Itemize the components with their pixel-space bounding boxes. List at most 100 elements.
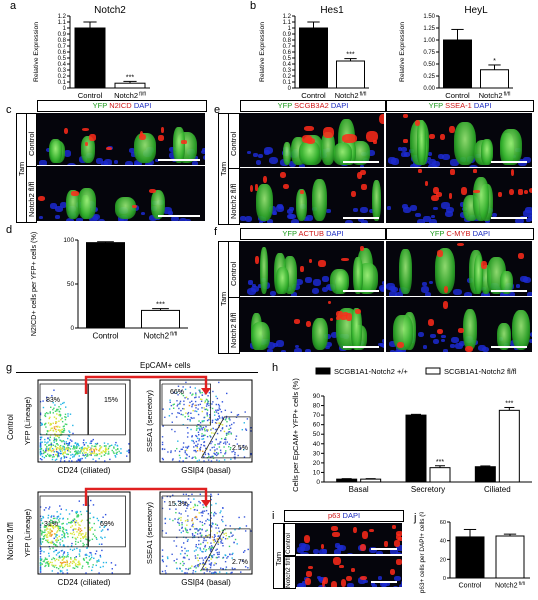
flow-event bbox=[62, 526, 64, 529]
flow-event bbox=[52, 527, 55, 530]
flow-plot: 66%2.5%GSIβ4 (basal)SSEA1 (secretory) bbox=[145, 379, 253, 475]
flow-event bbox=[91, 440, 93, 442]
flow-event bbox=[66, 559, 68, 562]
flow-event bbox=[91, 445, 93, 447]
flow-event bbox=[45, 525, 47, 528]
stain-ssea1: SSEA-1 bbox=[445, 101, 472, 110]
flow-event bbox=[59, 569, 62, 572]
flow-event bbox=[39, 538, 42, 540]
flow-event bbox=[187, 550, 189, 552]
flow-event bbox=[86, 447, 89, 449]
flow-event bbox=[63, 544, 65, 546]
flow-event bbox=[86, 455, 88, 457]
flow-event bbox=[185, 502, 187, 504]
flow-event bbox=[56, 511, 58, 513]
flow-event bbox=[192, 526, 195, 528]
flow-event bbox=[203, 460, 205, 462]
flow-event bbox=[67, 553, 69, 556]
flow-event bbox=[64, 413, 67, 416]
flow-event bbox=[49, 412, 51, 414]
flow-event bbox=[41, 530, 43, 533]
flow-event bbox=[187, 418, 189, 421]
nucleus bbox=[525, 206, 532, 213]
flow-event bbox=[73, 518, 76, 520]
flow-event bbox=[60, 432, 62, 434]
flow-event bbox=[217, 541, 220, 544]
flow-event bbox=[71, 440, 73, 442]
flow-event bbox=[172, 494, 174, 496]
flow-event bbox=[214, 535, 216, 537]
flow-event bbox=[61, 450, 64, 452]
flow-event bbox=[54, 404, 56, 406]
flow-event bbox=[191, 493, 193, 496]
flow-event bbox=[56, 413, 58, 415]
yfp-cell bbox=[298, 141, 321, 165]
flow-event bbox=[175, 545, 178, 547]
flow-event bbox=[203, 416, 205, 419]
flow-event bbox=[71, 460, 73, 462]
yfp-cell bbox=[312, 178, 327, 221]
flow-event bbox=[202, 559, 205, 561]
flow-event bbox=[39, 571, 42, 573]
yfp-cell bbox=[150, 189, 166, 219]
stain-yfp: YFP bbox=[429, 229, 445, 238]
flow-event bbox=[95, 564, 97, 567]
flow-event bbox=[210, 550, 212, 553]
flow-event bbox=[216, 538, 219, 540]
flow-event bbox=[76, 531, 78, 533]
flow-event bbox=[94, 445, 97, 447]
flow-event bbox=[182, 493, 185, 496]
flow-event bbox=[226, 421, 228, 423]
flow-event bbox=[247, 567, 249, 569]
flow-event bbox=[215, 411, 218, 413]
flow-event bbox=[206, 568, 208, 570]
flow-event bbox=[58, 556, 60, 559]
flow-event bbox=[71, 521, 73, 523]
flow-event bbox=[191, 405, 193, 408]
flow-event bbox=[58, 420, 60, 422]
y-tick-label: 40 bbox=[313, 441, 321, 448]
flow-event bbox=[222, 536, 225, 539]
flow-event bbox=[90, 449, 93, 451]
flow-event bbox=[45, 454, 47, 457]
flow-event bbox=[73, 455, 75, 458]
flow-event bbox=[242, 551, 245, 553]
legend-label-control: SCGB1A1-Notch2 +/+ bbox=[334, 367, 408, 376]
flow-event bbox=[98, 457, 100, 460]
nucleus bbox=[244, 216, 253, 223]
x-tick-label: Control bbox=[445, 91, 470, 100]
x-tick-label: Control bbox=[93, 332, 119, 341]
marker-signal bbox=[457, 242, 464, 247]
flow-event bbox=[202, 450, 204, 453]
flow-event bbox=[91, 447, 93, 450]
flow-event bbox=[81, 565, 84, 567]
flow-event bbox=[114, 454, 116, 457]
flow-event bbox=[176, 447, 178, 450]
flow-event bbox=[161, 448, 164, 451]
flow-event bbox=[55, 443, 58, 445]
flow-event bbox=[186, 447, 189, 449]
flow-event bbox=[59, 529, 61, 532]
nucleus bbox=[417, 219, 426, 223]
gate-polygon bbox=[161, 383, 212, 426]
flow-event bbox=[39, 562, 42, 565]
x-tick-label: Secretory bbox=[411, 485, 445, 494]
nucleus bbox=[514, 217, 524, 223]
flow-event bbox=[191, 435, 193, 437]
flow-event bbox=[180, 390, 183, 392]
flow-event bbox=[185, 412, 187, 414]
micrograph-e1-control bbox=[240, 113, 384, 167]
flow-event bbox=[92, 504, 95, 506]
flow-event bbox=[59, 542, 61, 544]
significance-label: *** bbox=[346, 50, 355, 59]
y-tick-label: 0.6 bbox=[283, 50, 292, 56]
flow-event bbox=[93, 451, 96, 454]
flow-event bbox=[60, 452, 63, 455]
flow-event bbox=[199, 429, 201, 431]
stain-yfp: YFP bbox=[282, 229, 297, 238]
flow-event bbox=[79, 450, 81, 453]
flow-event bbox=[51, 540, 53, 543]
flow-event bbox=[90, 569, 93, 572]
flow-event bbox=[94, 529, 96, 531]
flow-event bbox=[197, 554, 199, 556]
